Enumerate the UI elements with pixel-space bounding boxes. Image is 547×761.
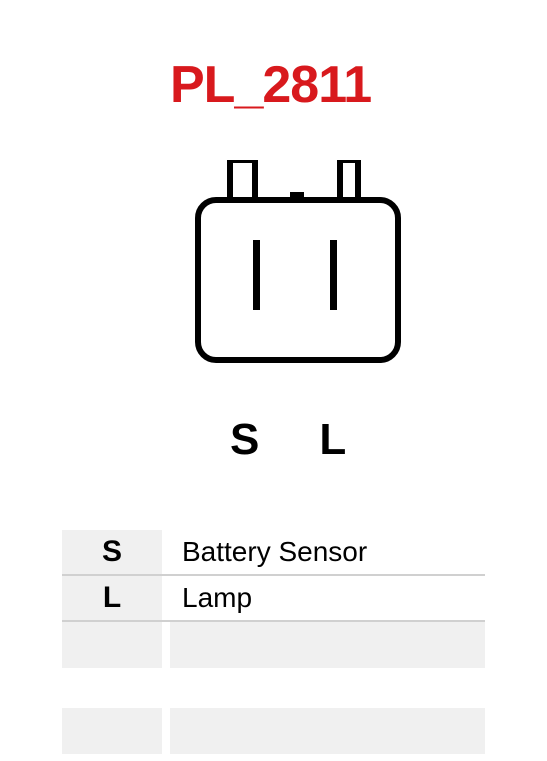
pin-labels: S L xyxy=(230,415,346,465)
table-row xyxy=(62,622,485,668)
legend-key xyxy=(62,708,162,754)
pin-label-s: S xyxy=(230,415,259,465)
connector-diagram xyxy=(195,160,405,370)
legend-value-empty xyxy=(170,622,485,668)
table-row xyxy=(62,708,485,754)
part-number-title: PL_2811 xyxy=(170,55,371,115)
legend-value-empty xyxy=(170,708,485,754)
legend-key xyxy=(62,622,162,668)
legend-key: S xyxy=(62,530,162,574)
table-row: LLamp xyxy=(62,576,485,622)
legend-value: Battery Sensor xyxy=(162,530,485,574)
table-row: SBattery Sensor xyxy=(62,530,485,576)
legend-value: Lamp xyxy=(162,576,485,620)
pin-label-l: L xyxy=(319,415,346,465)
legend-table: SBattery SensorLLamp xyxy=(62,530,485,754)
legend-key: L xyxy=(62,576,162,620)
